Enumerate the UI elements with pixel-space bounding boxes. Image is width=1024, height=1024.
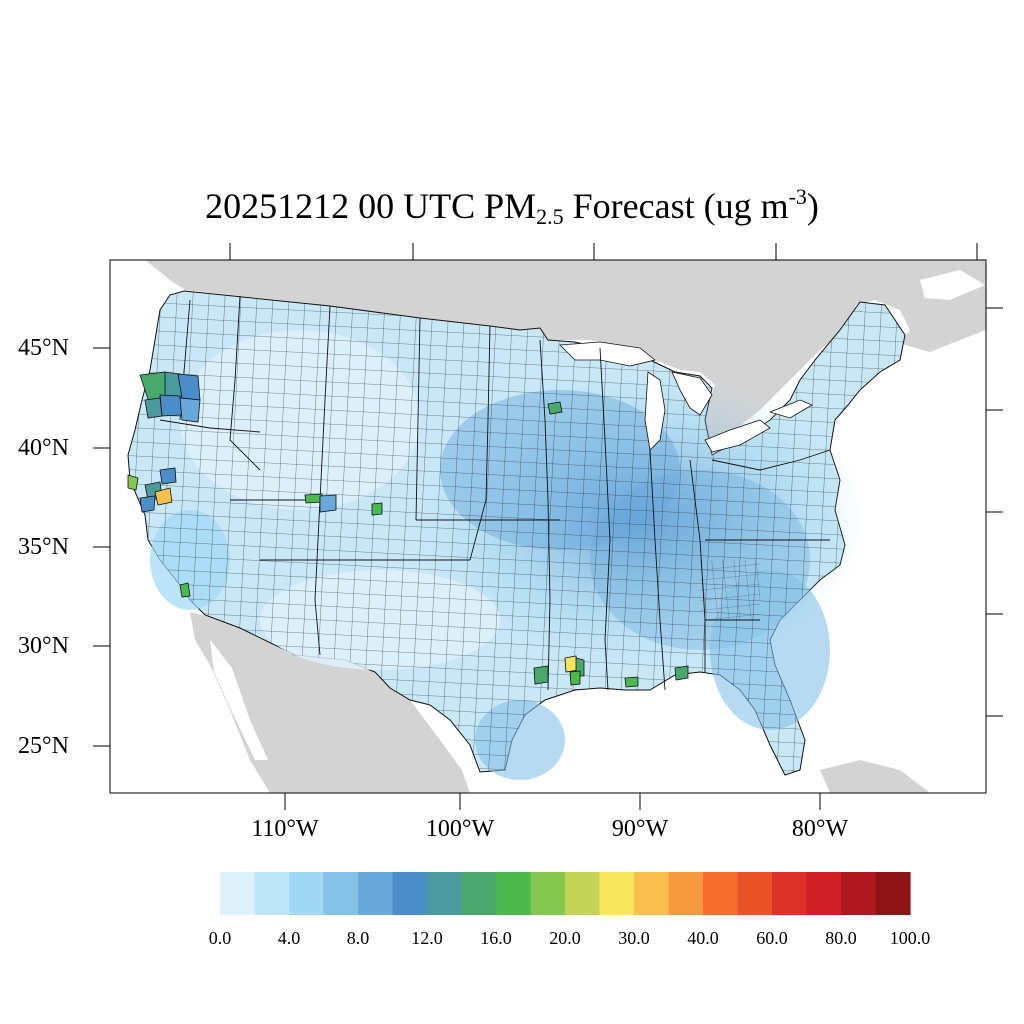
colorbar-swatch-10 — [565, 872, 601, 915]
title-subscript: 2.5 — [536, 204, 564, 229]
colorbar-label-1: 4.0 — [277, 928, 301, 948]
map-frame — [109, 259, 987, 794]
lat-label-35n: 35°N — [18, 534, 69, 560]
colorbar-swatch-5 — [392, 872, 428, 915]
colorbar-label-4: 16.0 — [480, 928, 512, 948]
lat-label-40n: 40°N — [18, 435, 69, 461]
state-boundaries — [159, 295, 831, 691]
pm25-hotspots — [127, 371, 689, 688]
colorbar-label-8: 60.0 — [756, 928, 788, 948]
canada-land — [145, 260, 986, 452]
colorbar-swatch-9 — [530, 872, 566, 915]
colorbar-swatch-7 — [461, 872, 497, 915]
colorbar-label-5: 20.0 — [549, 928, 581, 948]
colorbar-swatch-4 — [358, 872, 394, 915]
title-superscript: -3 — [788, 184, 807, 209]
colorbar-swatch-16 — [772, 872, 808, 915]
colorbar-label-7: 40.0 — [687, 928, 719, 948]
colorbar-swatch-19 — [875, 872, 911, 915]
lon-label-110w: 110°W — [251, 816, 319, 842]
lon-label-100w: 100°W — [425, 816, 495, 842]
title-middle: Forecast (ug m — [563, 186, 789, 226]
lon-label-80w: 80°W — [791, 816, 849, 842]
colorbar-swatch-15 — [737, 872, 773, 915]
colorbar-swatch-3 — [323, 872, 359, 915]
colorbar-swatch-8 — [496, 872, 532, 915]
cuba-land — [820, 760, 930, 793]
map-title: 20251212 00 UTC PM2.5 Forecast (ug m-3) — [0, 184, 1024, 228]
colorbar-swatch-0 — [220, 872, 256, 915]
colorbar-swatch-12 — [634, 872, 670, 915]
colorbar-label-10: 100.0 — [889, 928, 931, 948]
lon-label-90w: 90°W — [611, 816, 669, 842]
colorbar-swatch-18 — [841, 872, 877, 915]
colorbar-label-9: 80.0 — [825, 928, 857, 948]
colorbar-swatch-14 — [703, 872, 739, 915]
colorbar-label-0: 0.0 — [208, 928, 232, 948]
title-suffix: ) — [806, 186, 819, 226]
colorbar-swatch-1 — [254, 872, 290, 915]
title-prefix: 20251212 00 UTC PM — [205, 186, 537, 226]
colorbar-swatch-6 — [427, 872, 463, 915]
colorbar — [220, 872, 911, 915]
colorbar-swatch-17 — [806, 872, 842, 915]
lat-label-45n: 45°N — [18, 335, 69, 361]
lat-label-30n: 30°N — [18, 633, 69, 659]
colorbar-label-3: 12.0 — [411, 928, 443, 948]
great-lakes — [559, 341, 813, 453]
lat-label-25n: 25°N — [18, 733, 69, 759]
colorbar-swatch-2 — [289, 872, 325, 915]
axis-ticks — [93, 243, 1003, 810]
colorbar-label-2: 8.0 — [346, 928, 370, 948]
colorbar-swatch-11 — [599, 872, 635, 915]
colorbar-swatch-13 — [668, 872, 704, 915]
colorbar-label-6: 30.0 — [618, 928, 650, 948]
